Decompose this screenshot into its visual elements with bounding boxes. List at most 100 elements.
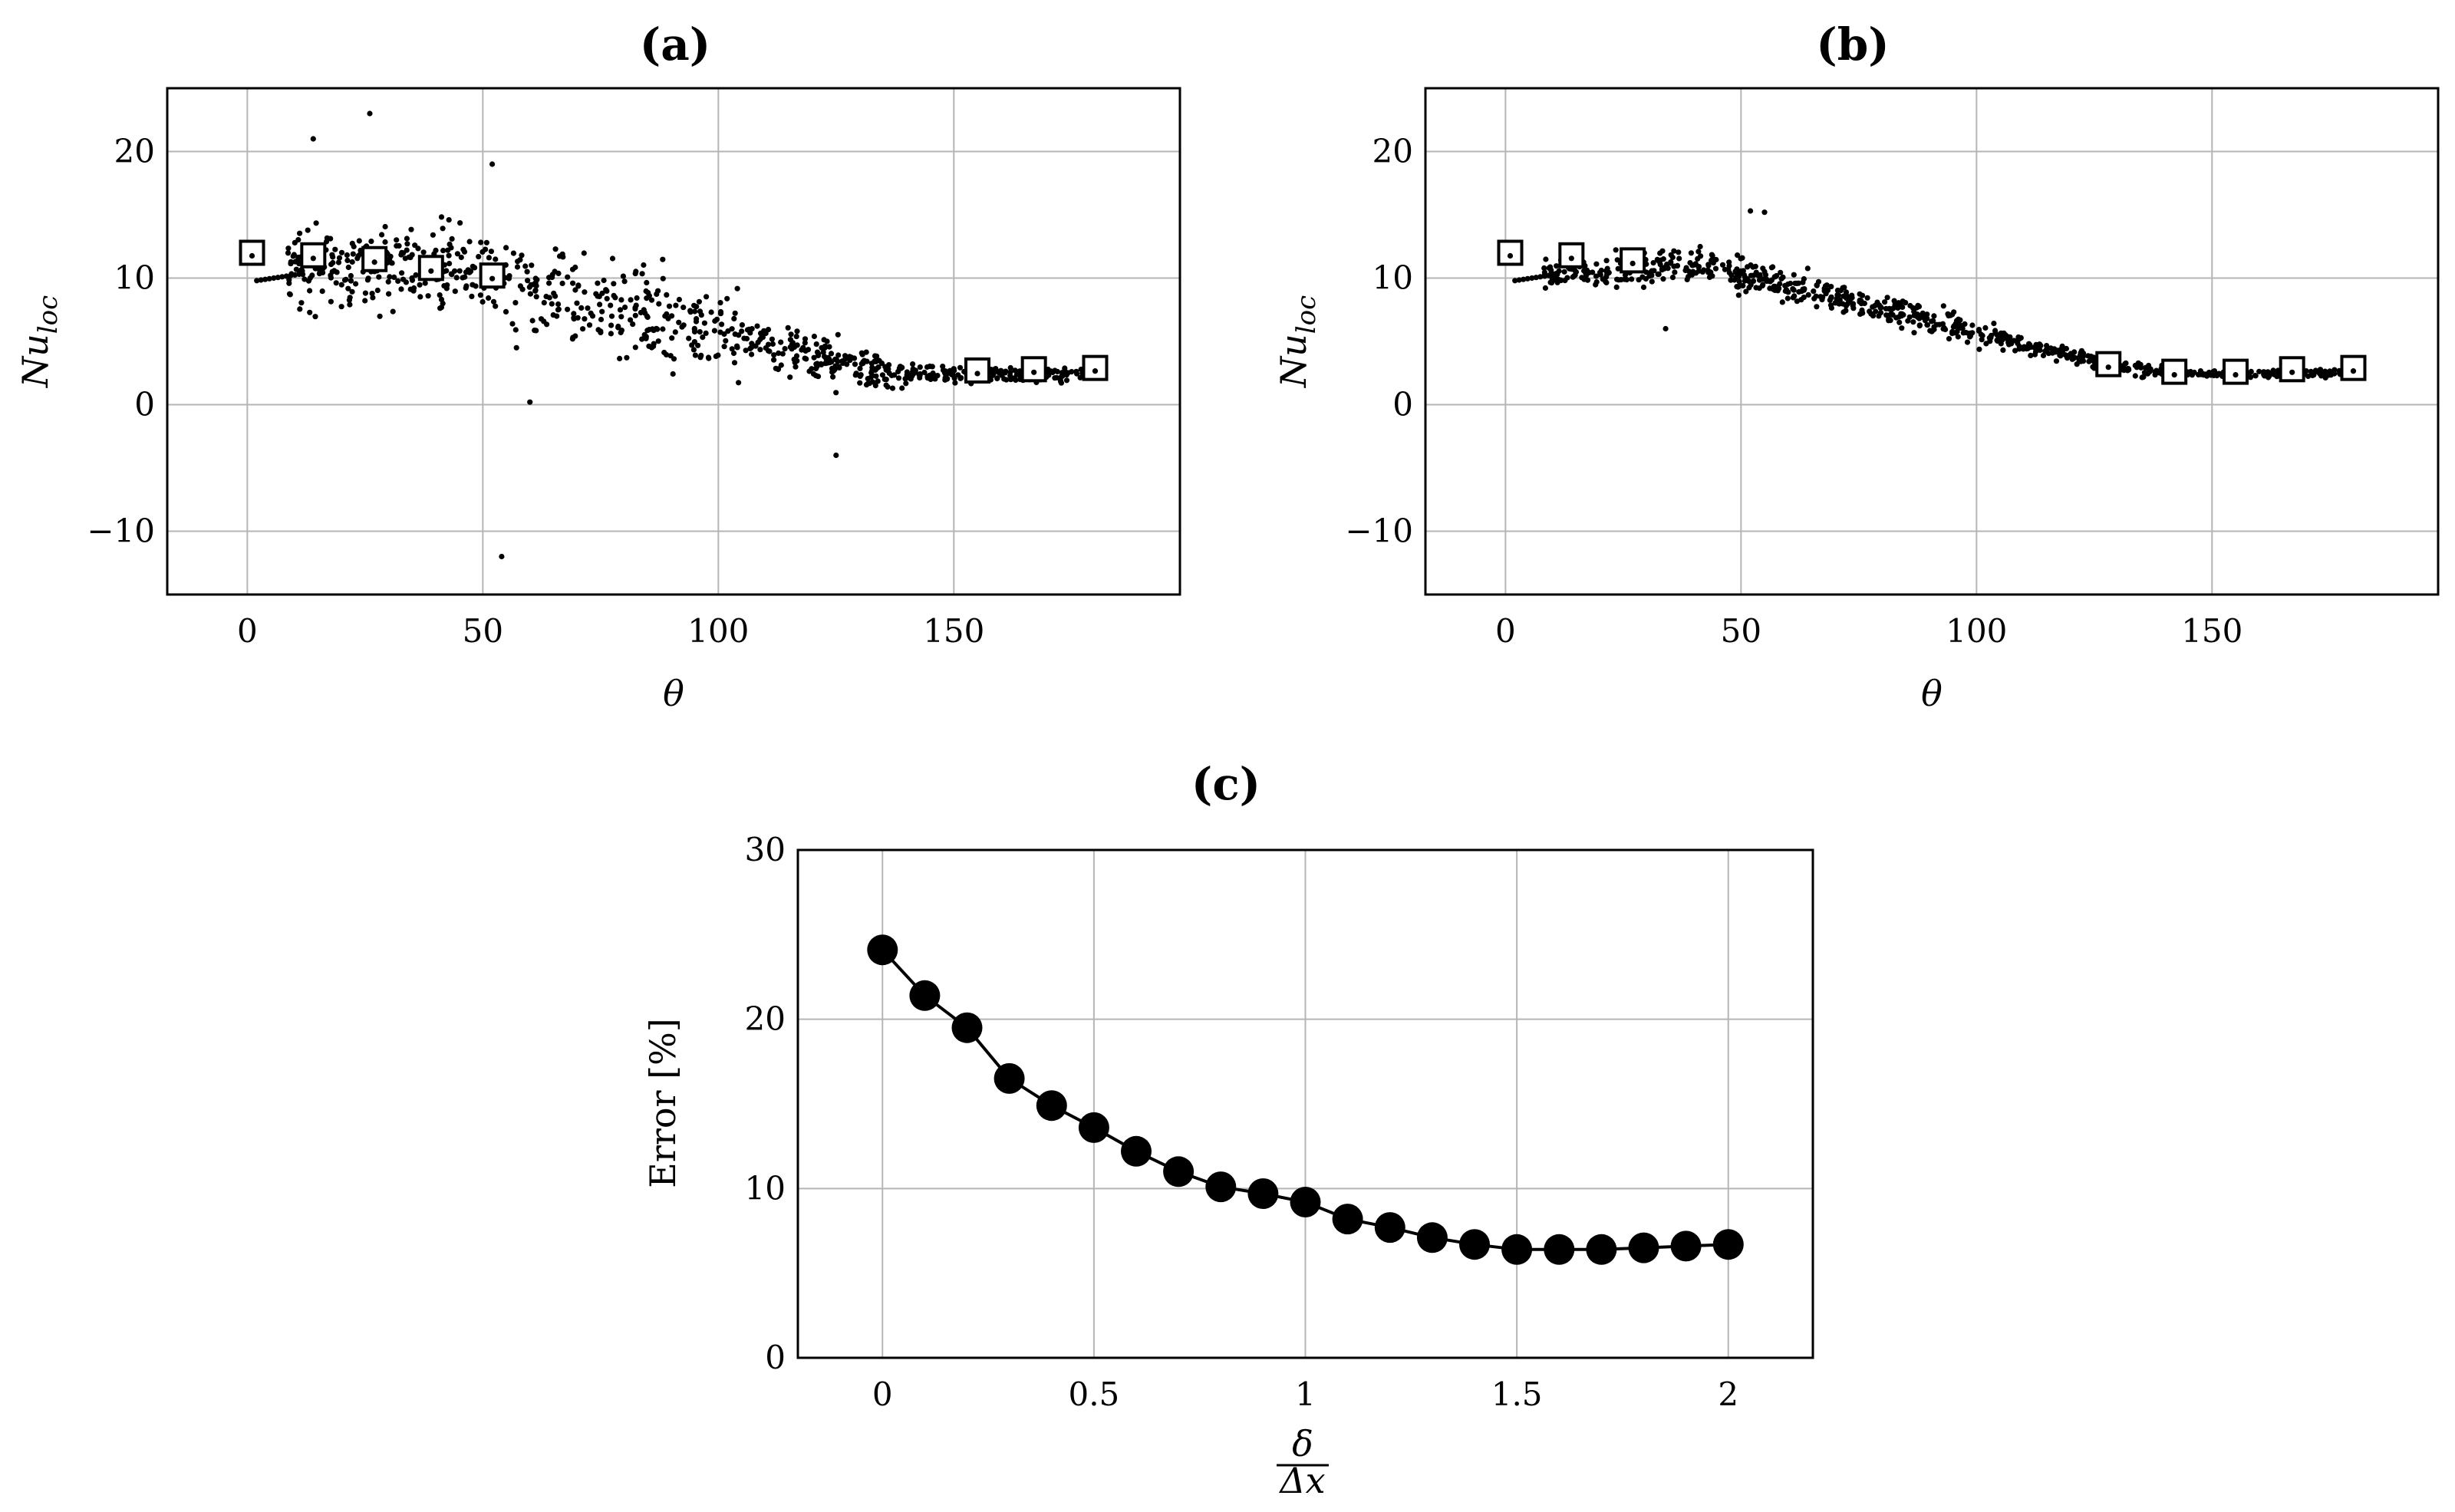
chart-a-ytick-label: 10 [114,259,155,297]
chart-a-scatter-point [811,354,817,361]
chart-b-scatter-point [1910,319,1916,325]
chart-a-scatter-point [555,301,562,308]
chart-a-scatter-point [402,255,408,262]
chart-a-scatter-point [858,350,865,356]
chart-b-scatter-point [1708,269,1714,275]
chart-a-scatter-point [924,375,931,381]
chart-b-scatter-point [1603,274,1610,280]
chart-b-scatter-point [1840,309,1847,315]
chart-a-scatter-point [821,354,828,360]
chart-a-scatter-point [385,278,391,285]
chart-a-scatter-point [297,230,303,236]
chart-a-scatter-point [812,373,819,379]
chart-a-scatter-point [404,241,410,247]
chart-a-scatter-point [476,254,482,260]
chart-a-scatter-point [686,335,692,341]
chart-b-scatter-point [2252,373,2259,379]
chart-a-scatter-point [947,369,954,375]
chart-b-scatter-point [1814,304,1820,310]
chart-b-scatter-point [1910,305,1916,311]
chart-b-scatter-point [1614,257,1620,263]
chart-b-scatter-point [2080,358,2087,364]
chart-a-scatter-point [456,268,463,274]
chart-c-data-points [867,934,1744,1265]
chart-a-scatter-point [771,357,777,363]
chart-a-scatter-point [316,271,322,277]
chart-a-scatter-point [595,293,601,299]
chart-a-scatter-point [1054,368,1060,375]
chart-b-scatter-point [1740,282,1746,288]
chart-a-scatter-point [778,339,784,345]
chart-b-scatter-point [1629,276,1635,282]
chart-a-scatter-point [285,245,292,252]
chart-a-xtick-label: 150 [923,612,984,650]
chart-b-tick-labels: 0 50 100 150 −10 0 10 20 [1345,133,2242,651]
chart-a-scatter-point [302,276,308,282]
chart-c-data-point [1205,1171,1237,1203]
chart-a-scatter-point [493,256,499,262]
chart-a-scatter-point [305,227,311,233]
chart-b-scatter-point [1662,264,1669,270]
chart-a-scatter-point [565,306,571,312]
chart-a-scatter-point [732,310,738,316]
chart-a-scatter-point [595,280,601,286]
chart-b-plot-frame [1424,87,2440,596]
chart-a-scatter-point [453,275,460,281]
chart-a-scatter-point [569,336,576,342]
chart-a-scatter-point [570,280,576,286]
chart-b-scatter-point [1689,262,1695,268]
chart-a-reference-square [300,242,327,268]
chart-b-scatter-point [2085,353,2091,359]
chart-a-scatter-point [417,294,423,300]
chart-b-scatter-point [2147,369,2153,375]
chart-b-scatter-point [1667,260,1673,266]
chart-c-data-point [951,1012,983,1043]
chart-a-scatter-point [478,239,484,245]
chart-a-scatter-point [387,274,393,280]
chart-a-scatter-point [603,287,609,293]
chart-a-scatter-point [666,303,673,309]
chart-b-scatter-point [1805,292,1811,298]
chart-a-scatter-point [899,385,905,391]
chart-a-scatter-point [794,328,800,334]
chart-b-scatter-point [1952,321,1959,327]
chart-a-scatter-point [641,307,647,313]
chart-a-scatter-point [541,300,547,306]
chart-a-scatter-point [643,288,649,295]
chart-a-reference-square-dot [1092,368,1099,374]
chart-a-scatter-point [295,254,302,261]
chart-b-xtick-label: 50 [1721,612,1761,650]
chart-b-scatter-point [1791,293,1798,299]
chart-b-scatter-point [1547,279,1554,285]
chart-a-scatter-point [680,305,687,311]
chart-a-scatter-point [437,305,443,311]
chart-b-scatter-point [1992,330,1999,336]
chart-a-scatter-point [999,372,1005,378]
chart-b-scatter-point [1771,283,1777,289]
chart-a-scatter-point [889,385,896,391]
chart-b-scatter-point [1613,284,1620,290]
chart-b-scatter-point [1650,260,1656,266]
chart-a-scatter-point [611,281,617,287]
chart-a-reference-square [964,357,990,384]
chart-a-scatter-point [519,286,526,292]
chart-a-scatter-point [338,282,344,288]
chart-b-scatter-point [2122,361,2128,367]
chart-b-scatter-point [1756,277,1763,283]
chart-a-scatter-point [940,367,947,374]
chart-a-scatter-point [408,226,414,232]
chart-a-scatter-point [872,367,878,373]
chart-a-scatter-point [546,280,552,286]
chart-a-scatter-point [403,279,410,285]
chart-b-reference-square-dot [2289,369,2295,375]
chart-a-scatter-point [717,308,724,315]
chart-b-scatter-point [1743,288,1749,295]
chart-a-scatter-point [632,306,638,312]
chart-b-scatter-point [2008,341,2015,347]
chart-b-scatter-point [1682,267,1689,274]
chart-a-reference-square-dot [489,275,496,282]
chart-a-scatter-point [588,310,594,316]
chart-a-scatter-point [826,344,832,350]
chart-a-scatter-point [532,288,539,294]
chart-a-scatter-point [929,364,935,370]
